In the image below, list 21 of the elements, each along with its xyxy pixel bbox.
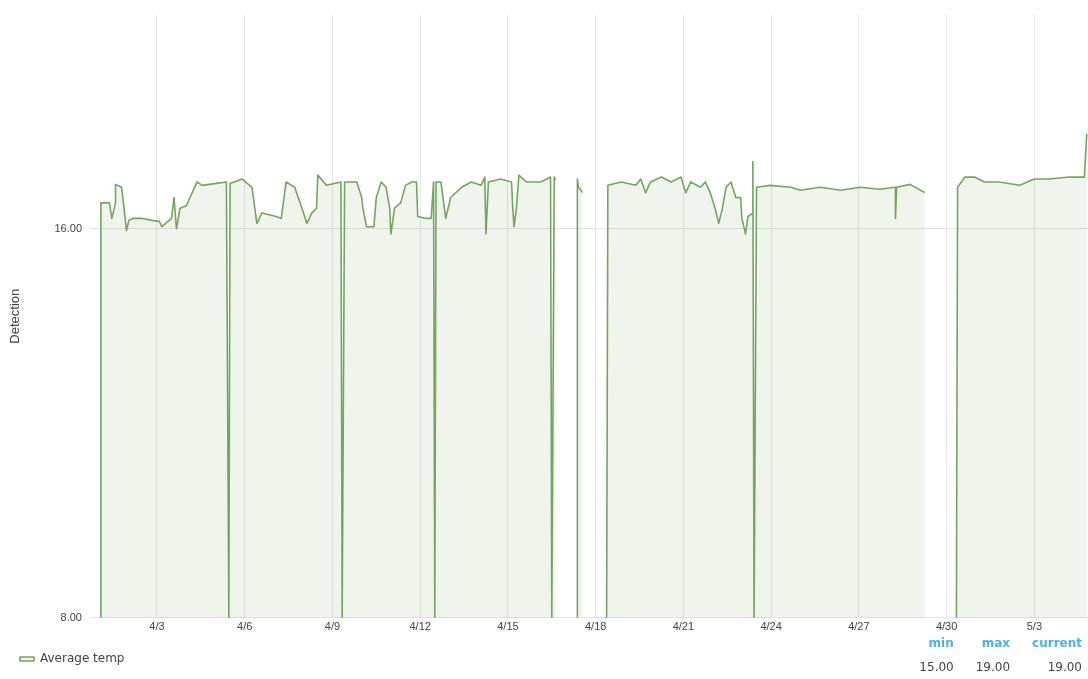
text: min — [927, 636, 954, 650]
x-tick-label: 4/6 — [237, 620, 253, 633]
x-tick-label: 4/21 — [672, 620, 695, 633]
legend-label: Average temp — [40, 651, 125, 666]
x-tick-label: 4/12 — [409, 620, 431, 633]
x-tick-label: 4/27 — [848, 620, 870, 633]
text: 15.00 — [919, 660, 954, 674]
x-tick-label: 5/3 — [1026, 620, 1043, 633]
text: current — [1032, 636, 1082, 650]
y-tick-label: 8.00 — [60, 610, 82, 623]
x-tick-label: 4/15 — [497, 620, 519, 633]
y-tick-label: 16.00 — [54, 221, 82, 234]
x-tick-label: 4/30 — [935, 620, 958, 633]
text: 19.00 — [975, 660, 1011, 674]
text: max — [980, 636, 1011, 650]
x-tick-label: 4/9 — [324, 620, 341, 633]
x-tick-label: 4/24 — [760, 620, 782, 633]
text: 19.00 — [1046, 660, 1082, 674]
y-axis-title: Detection — [7, 288, 23, 344]
x-tick-label: 4/18 — [584, 620, 607, 633]
x-tick-label: 4/3 — [149, 620, 165, 633]
